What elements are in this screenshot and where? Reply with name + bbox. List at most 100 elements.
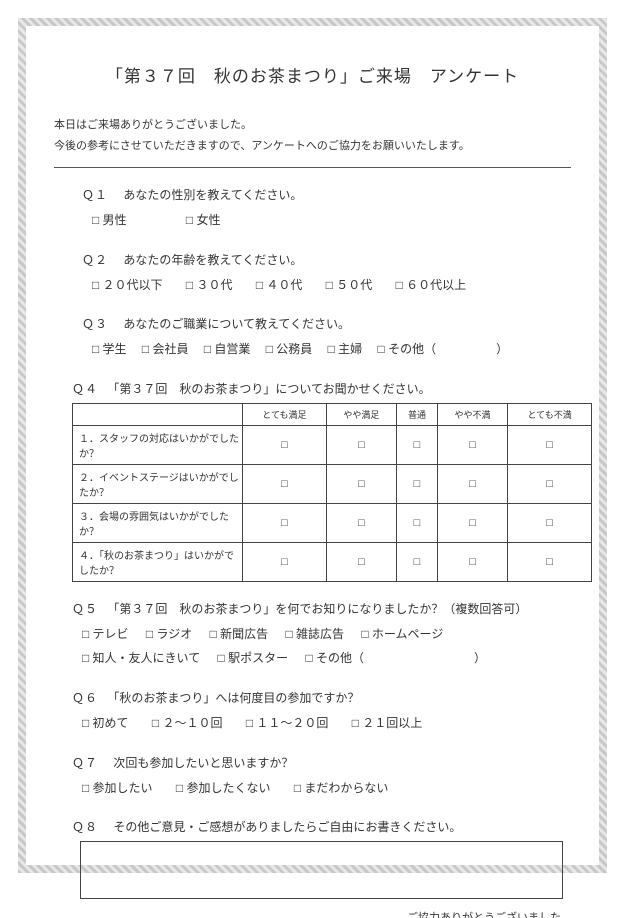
thanks-text: ご協力ありがとうございました [54, 909, 561, 918]
option-label: 初めて [93, 716, 129, 730]
question-number: Ｑ１ [82, 188, 108, 202]
option-label: ２１回以上 [362, 716, 422, 730]
page-title: 「第３７回 秋のお茶まつり」ご来場 アンケート [54, 62, 571, 87]
option[interactable]: □ 自営業 [204, 338, 251, 362]
matrix-cell[interactable]: □ [437, 426, 507, 465]
option[interactable]: □ ５０代 [326, 274, 373, 298]
matrix-row: ４．「秋のお茶まつり」はいかがでしたか？ □ □ □ □ □ [73, 543, 592, 582]
option[interactable]: □ 雑誌広告 [285, 623, 344, 647]
option[interactable]: □ ３０代 [186, 274, 233, 298]
checkbox-icon: □ [326, 275, 333, 298]
option[interactable]: □ 公務員 [266, 338, 313, 362]
divider [54, 167, 571, 168]
option-label: 参加したくない [186, 781, 270, 795]
question-head: Ｑ５ 「第３７回 秋のお茶まつり」を何でお知りになりましたか？（複数回答可） [72, 600, 571, 617]
option[interactable]: □ 参加したい [82, 777, 153, 801]
checkbox-icon: □ [378, 339, 385, 362]
option[interactable]: □ 女性 [186, 209, 221, 233]
matrix-cell[interactable]: □ [243, 465, 327, 504]
checkbox-icon: □ [361, 624, 368, 647]
option[interactable]: □ 駅ポスター [218, 647, 289, 671]
question-head: Ｑ２ あなたの年齢を教えてください。 [82, 251, 571, 268]
checkbox-icon: □ [305, 648, 312, 671]
matrix-corner [73, 404, 243, 426]
option[interactable]: □ ２０代以下 [92, 274, 163, 298]
option-label: テレビ [93, 627, 129, 641]
option[interactable]: □ ６０代以上 [396, 274, 467, 298]
matrix-cell[interactable]: □ [326, 543, 396, 582]
option-label: １１～２０回 [256, 716, 328, 730]
checkbox-icon: □ [294, 778, 301, 801]
option[interactable]: □ 新聞広告 [210, 623, 269, 647]
option[interactable]: □ ２１回以上 [352, 712, 423, 736]
matrix-cell[interactable]: □ [326, 504, 396, 543]
question-number: Ｑ８ [72, 820, 98, 834]
question-number: Ｑ７ [72, 756, 98, 770]
checkbox-icon: □ [82, 624, 89, 647]
question-q2: Ｑ２ あなたの年齢を教えてください。 □ ２０代以下 □ ３０代 □ ４０代 □… [82, 251, 571, 298]
options-row: □ 参加したい □ 参加したくない □ まだわからない [82, 777, 571, 801]
matrix-cell[interactable]: □ [326, 426, 396, 465]
matrix-cell[interactable]: □ [243, 504, 327, 543]
option[interactable]: □ ４０代 [256, 274, 303, 298]
matrix-cell[interactable]: □ [243, 543, 327, 582]
matrix-cell[interactable]: □ [437, 465, 507, 504]
option-label: 男性 [103, 213, 127, 227]
rating-matrix: とても満足 やや満足 普通 やや不満 とても不満 １．スタッフの対応はいかがでし… [72, 403, 592, 582]
option-label: 主婦 [338, 342, 362, 356]
matrix-row: ２．イベントステージはいかがでしたか？ □ □ □ □ □ [73, 465, 592, 504]
option[interactable]: □ ホームページ [361, 623, 443, 647]
checkbox-icon: □ [469, 478, 476, 490]
option-other[interactable]: □ その他（） [378, 338, 509, 362]
matrix-cell[interactable]: □ [397, 504, 438, 543]
matrix-cell[interactable]: □ [508, 465, 592, 504]
option[interactable]: □ テレビ [82, 623, 129, 647]
matrix-cell[interactable]: □ [243, 426, 327, 465]
checkbox-icon: □ [414, 439, 421, 451]
checkbox-icon: □ [328, 339, 335, 362]
option[interactable]: □ 学生 [92, 338, 127, 362]
matrix-cell[interactable]: □ [326, 465, 396, 504]
option-label: 自営業 [214, 342, 250, 356]
matrix-cell[interactable]: □ [437, 504, 507, 543]
matrix-cell[interactable]: □ [508, 504, 592, 543]
option[interactable]: □ まだわからない [294, 777, 389, 801]
option-other[interactable]: □ その他（） [305, 647, 486, 671]
option[interactable]: □ ２～１０回 [152, 712, 223, 736]
options-row: □ 男性 □ 女性 [92, 209, 571, 233]
question-text: あなたのご職業について教えてください。 [123, 317, 350, 331]
question-q6: Ｑ６ 「秋のお茶まつり」へは何度目の参加ですか？ □ 初めて □ ２～１０回 □… [72, 689, 571, 736]
matrix-cell[interactable]: □ [397, 465, 438, 504]
intro-line: 本日はご来場ありがとうございました。 [54, 115, 571, 136]
matrix-col-head: やや不満 [437, 404, 507, 426]
checkbox-icon: □ [358, 556, 365, 568]
option[interactable]: □ 主婦 [328, 338, 363, 362]
option[interactable]: □ 参加したくない [176, 777, 271, 801]
question-q7: Ｑ７ 次回も参加したいと思いますか？ □ 参加したい □ 参加したくない □ ま… [72, 754, 571, 801]
option-label: 公務員 [276, 342, 312, 356]
checkbox-icon: □ [186, 210, 193, 233]
options-row: □ ２０代以下 □ ３０代 □ ４０代 □ ５０代 □ ６０代以上 [92, 274, 571, 298]
option-label: ３０代 [196, 278, 232, 292]
checkbox-icon: □ [281, 517, 288, 529]
checkbox-icon: □ [218, 648, 225, 671]
matrix-cell[interactable]: □ [397, 426, 438, 465]
checkbox-icon: □ [92, 275, 99, 298]
option-label: ５０代 [336, 278, 372, 292]
option[interactable]: □ 知人・友人にきいて [82, 647, 200, 671]
matrix-cell[interactable]: □ [397, 543, 438, 582]
option[interactable]: □ 会社員 [142, 338, 189, 362]
matrix-cell[interactable]: □ [508, 426, 592, 465]
option[interactable]: □ １１～２０回 [246, 712, 329, 736]
matrix-row: １．スタッフの対応はいかがでしたか？ □ □ □ □ □ [73, 426, 592, 465]
option[interactable]: □ 男性 [92, 209, 127, 233]
matrix-cell[interactable]: □ [508, 543, 592, 582]
checkbox-icon: □ [285, 624, 292, 647]
option[interactable]: □ 初めて [82, 712, 129, 736]
option-label: 駅ポスター [228, 651, 288, 665]
option[interactable]: □ ラジオ [146, 623, 192, 647]
checkbox-icon: □ [186, 275, 193, 298]
option-label: その他（ [388, 342, 436, 356]
survey-page: 「第３７回 秋のお茶まつり」ご来場 アンケート 本日はご来場ありがとうございまし… [38, 38, 587, 853]
matrix-cell[interactable]: □ [437, 543, 507, 582]
